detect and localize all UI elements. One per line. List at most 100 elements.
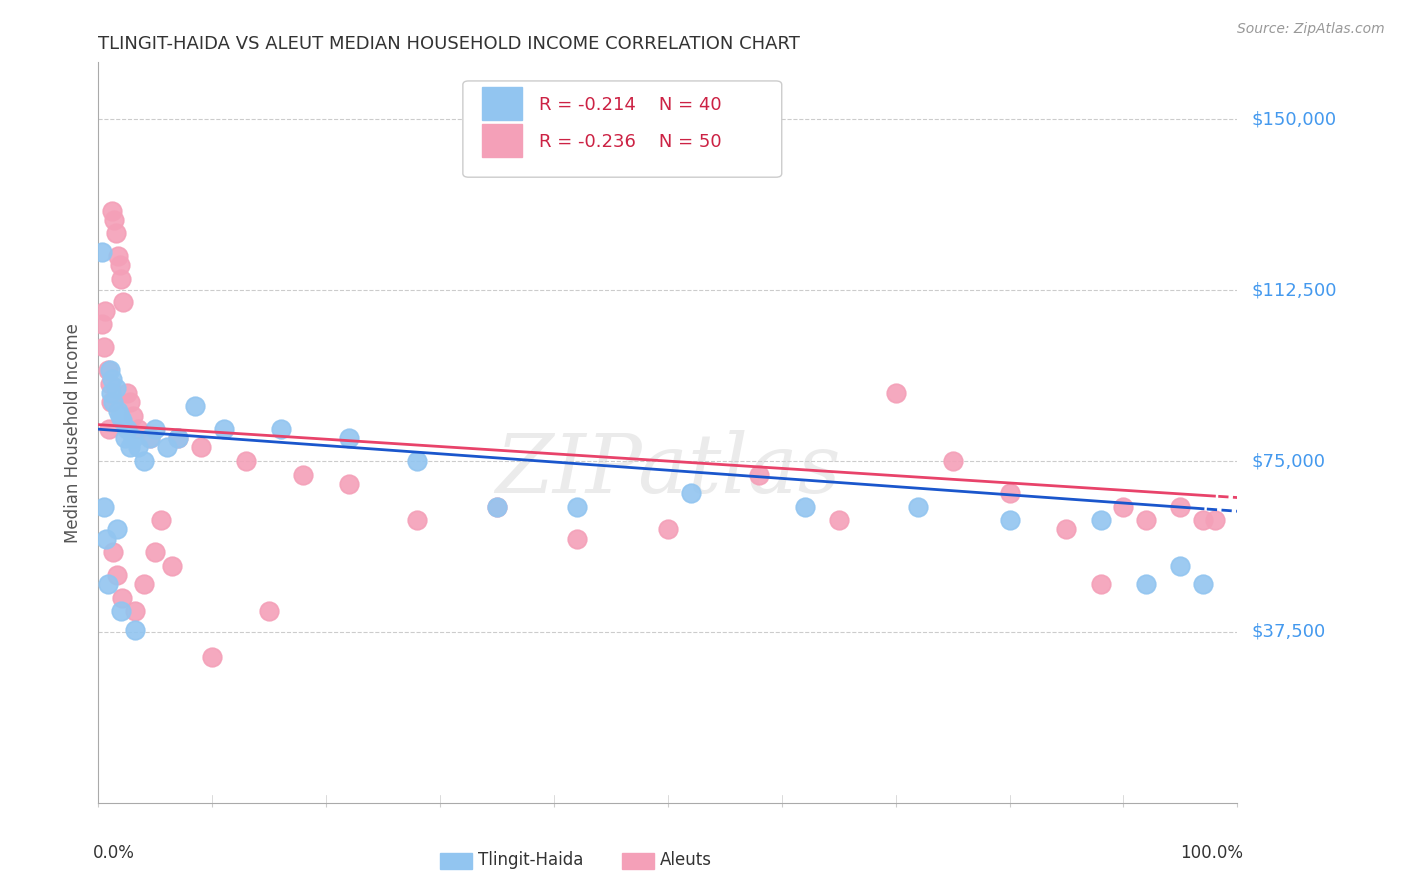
Point (907, 500, 929, 514)
Text: $112,500: $112,500 (1251, 281, 1337, 299)
Point (105, 568, 128, 582)
Point (337, 431, 360, 445)
Point (1056, 523, 1078, 537)
Point (108, 409, 131, 423)
Point (105, 523, 128, 537)
Text: R = -0.214    N = 40: R = -0.214 N = 40 (538, 96, 721, 114)
Bar (482, 123, 522, 157)
Point (112, 294, 135, 309)
Y-axis label: Median Household Income: Median Household Income (65, 323, 83, 542)
FancyBboxPatch shape (463, 81, 782, 178)
Point (96, 363, 118, 377)
Point (104, 227, 127, 241)
Point (201, 650, 224, 665)
Point (1170, 500, 1192, 514)
Point (124, 604, 146, 618)
Text: $150,000: $150,000 (1251, 111, 1336, 128)
Point (1170, 558, 1192, 573)
Bar (623, 853, 654, 870)
Point (167, 431, 190, 445)
Point (1090, 577, 1112, 591)
Point (156, 441, 179, 455)
Point (406, 454, 429, 468)
Point (124, 623, 146, 637)
Point (103, 395, 125, 409)
Point (121, 431, 143, 445)
Point (104, 381, 127, 395)
Point (96, 532, 118, 546)
Point (98, 363, 121, 377)
Point (110, 604, 132, 618)
Point (337, 476, 360, 491)
Point (1204, 513, 1226, 527)
Point (90, 244, 112, 259)
Point (127, 441, 149, 455)
Text: Aleuts: Aleuts (659, 851, 711, 869)
Point (107, 404, 129, 418)
Point (115, 422, 138, 436)
Point (120, 441, 142, 455)
Point (1135, 513, 1157, 527)
Point (565, 500, 588, 514)
Text: 100.0%: 100.0% (1180, 844, 1243, 862)
Point (120, 395, 142, 409)
Text: Tlingit-Haida: Tlingit-Haida (478, 851, 583, 869)
Point (1090, 513, 1112, 527)
Point (486, 500, 509, 514)
Point (235, 454, 257, 468)
Point (111, 413, 134, 427)
Point (167, 431, 190, 445)
Point (486, 500, 509, 514)
Point (110, 272, 132, 286)
Point (145, 545, 167, 559)
Point (100, 385, 122, 400)
Point (1112, 500, 1135, 514)
Point (793, 500, 815, 514)
Point (93, 500, 115, 514)
Point (114, 431, 136, 445)
Point (748, 467, 770, 482)
Point (111, 591, 134, 605)
Point (1135, 577, 1157, 591)
Point (103, 212, 125, 227)
Text: R = -0.236    N = 50: R = -0.236 N = 50 (538, 134, 721, 152)
Point (145, 422, 167, 436)
Point (101, 203, 124, 218)
Point (884, 385, 907, 400)
Bar (440, 853, 472, 870)
Point (132, 577, 155, 591)
Text: ZIPatlas: ZIPatlas (495, 430, 841, 509)
Point (138, 431, 160, 445)
Point (998, 513, 1021, 527)
Point (96, 577, 118, 591)
Point (103, 545, 125, 559)
Point (90, 318, 112, 332)
Point (212, 422, 235, 436)
Point (115, 385, 138, 400)
Point (97, 422, 120, 436)
Text: 0.0%: 0.0% (93, 844, 135, 862)
Text: Source: ZipAtlas.com: Source: ZipAtlas.com (1237, 22, 1385, 37)
Text: $75,000: $75,000 (1251, 452, 1326, 470)
Point (98, 376, 121, 391)
Point (100, 395, 122, 409)
Point (292, 467, 315, 482)
Point (127, 422, 149, 436)
Point (270, 422, 292, 436)
Point (942, 454, 965, 468)
Point (1192, 513, 1215, 527)
Point (657, 523, 679, 537)
Point (150, 513, 173, 527)
Point (406, 513, 429, 527)
Point (132, 454, 155, 468)
Point (1192, 577, 1215, 591)
Text: TLINGIT-HAIDA VS ALEUT MEDIAN HOUSEHOLD INCOME CORRELATION CHART: TLINGIT-HAIDA VS ALEUT MEDIAN HOUSEHOLD … (98, 35, 800, 53)
Point (108, 258, 131, 272)
Point (565, 532, 588, 546)
Point (828, 513, 851, 527)
Point (184, 400, 207, 414)
Point (162, 558, 184, 573)
Point (679, 486, 702, 500)
Point (93, 340, 115, 354)
Point (94, 303, 117, 318)
